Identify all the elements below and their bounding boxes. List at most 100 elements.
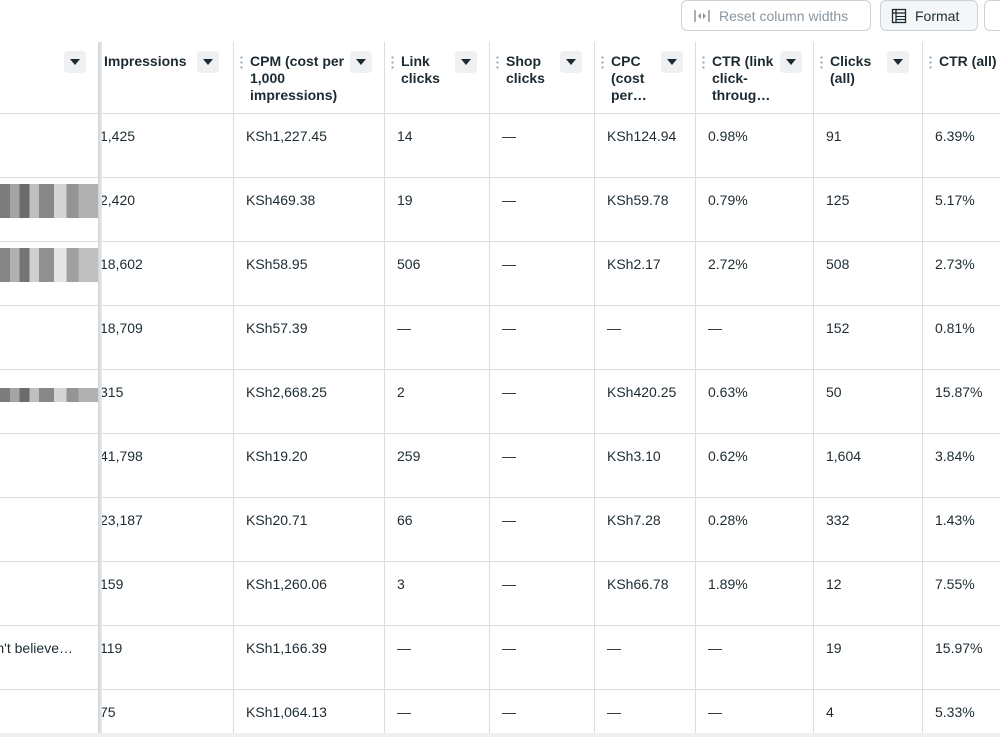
cell-ctr-all: 15.87% — [923, 370, 1000, 434]
column-header-ctr-link[interactable]: CTR (link click-throug… — [696, 42, 814, 114]
cell-link-clicks: 2 — [385, 370, 490, 434]
cell-clicks-all: 91 — [814, 114, 923, 178]
cell-clicks-all: 332 — [814, 498, 923, 562]
cell-impressions: 41,798 — [100, 434, 234, 498]
drag-handle-icon[interactable] — [702, 55, 705, 71]
cell-shop-clicks: — — [490, 178, 595, 242]
cell-clicks-all: 12 — [814, 562, 923, 626]
cell-ctr-all: 0.81% — [923, 306, 1000, 370]
column-header-ctr-all[interactable]: CTR (all) — [923, 42, 1000, 114]
cell-clicks-all: 125 — [814, 178, 923, 242]
column-header-clicks-all[interactable]: Clicks (all) — [814, 42, 923, 114]
cell-ctr-link: 0.62% — [696, 434, 814, 498]
drag-handle-icon[interactable] — [820, 55, 823, 71]
cell-ctr-all: 3.84% — [923, 434, 1000, 498]
column-menu-dropdown-icon[interactable] — [64, 51, 86, 73]
table-row-name-cell[interactable] — [0, 562, 100, 626]
cell-cpc: KSh66.78 — [595, 562, 696, 626]
column-header-cpc[interactable]: CPC (cost per… — [595, 42, 696, 114]
cell-cpc: KSh420.25 — [595, 370, 696, 434]
cell-ctr-link: 0.28% — [696, 498, 814, 562]
column-header-impressions[interactable]: Impressions — [100, 42, 234, 114]
cell-clicks-all: 152 — [814, 306, 923, 370]
drag-handle-icon[interactable] — [240, 55, 243, 71]
cell-impressions: 23,187 — [100, 498, 234, 562]
column-menu-dropdown-icon[interactable] — [455, 51, 477, 73]
column-header-cpm[interactable]: CPM (cost per 1,000 impressions) — [234, 42, 385, 114]
cell-shop-clicks: — — [490, 242, 595, 306]
column-header-label: Clicks (all) — [830, 53, 872, 86]
reset-column-widths-label: Reset column widths — [719, 7, 849, 24]
table-row-name-cell[interactable] — [0, 498, 100, 562]
cell-impressions: 1,425 — [100, 114, 234, 178]
cell-ctr-all: 5.33% — [923, 690, 1000, 737]
reset-column-widths-button[interactable]: Reset column widths — [681, 0, 871, 31]
cell-link-clicks: 14 — [385, 114, 490, 178]
cell-shop-clicks: — — [490, 690, 595, 737]
table-row-name-cell[interactable] — [0, 306, 100, 370]
table-row-name-cell[interactable] — [0, 434, 100, 498]
more-view-button[interactable] — [984, 0, 1000, 31]
cell-cpc: KSh124.94 — [595, 114, 696, 178]
column-header-link-clicks[interactable]: Link clicks — [385, 42, 490, 114]
ads-data-table: Impressions CPM (cost per 1,000 impressi… — [0, 42, 1000, 737]
table-row-name-cell[interactable] — [0, 114, 100, 178]
table-row-name-cell[interactable] — [0, 178, 100, 242]
cell-shop-clicks: — — [490, 562, 595, 626]
blurred-ad-name — [0, 388, 98, 402]
drag-handle-icon[interactable] — [929, 55, 932, 71]
cell-shop-clicks: — — [490, 114, 595, 178]
cell-shop-clicks: — — [490, 370, 595, 434]
column-header-label: Link clicks — [401, 53, 440, 86]
column-menu-dropdown-icon[interactable] — [887, 51, 909, 73]
drag-handle-icon[interactable] — [496, 55, 499, 71]
column-menu-dropdown-icon[interactable] — [560, 51, 582, 73]
cell-ctr-link: 0.98% — [696, 114, 814, 178]
cell-cpm: KSh19.20 — [234, 434, 385, 498]
cell-ctr-all: 15.97% — [923, 626, 1000, 690]
cell-cpm: KSh58.95 — [234, 242, 385, 306]
cell-link-clicks: 506 — [385, 242, 490, 306]
column-header-label: Impressions — [104, 53, 187, 69]
ad-name[interactable]: n't believe… — [0, 640, 73, 656]
cell-cpm: KSh1,064.13 — [234, 690, 385, 737]
cell-link-clicks: 3 — [385, 562, 490, 626]
table-row-name-cell[interactable]: n't believe… — [0, 626, 100, 690]
cell-cpc: KSh3.10 — [595, 434, 696, 498]
cell-cpm: KSh1,260.06 — [234, 562, 385, 626]
cell-clicks-all: 1,604 — [814, 434, 923, 498]
cell-link-clicks: — — [385, 626, 490, 690]
cell-impressions: 75 — [100, 690, 234, 737]
cell-cpc: KSh59.78 — [595, 178, 696, 242]
reset-columns-icon — [694, 9, 710, 22]
column-header-name[interactable] — [0, 42, 100, 114]
horizontal-scrollbar-track[interactable] — [0, 733, 1000, 737]
cell-impressions: 18,709 — [100, 306, 234, 370]
table-row-name-cell[interactable] — [0, 242, 100, 306]
column-menu-dropdown-icon[interactable] — [780, 51, 802, 73]
cell-clicks-all: 50 — [814, 370, 923, 434]
cell-link-clicks: 66 — [385, 498, 490, 562]
cell-ctr-all: 1.43% — [923, 498, 1000, 562]
column-menu-dropdown-icon[interactable] — [197, 51, 219, 73]
cell-cpc: — — [595, 690, 696, 737]
cell-cpm: KSh1,166.39 — [234, 626, 385, 690]
column-menu-dropdown-icon[interactable] — [661, 51, 683, 73]
cell-ctr-link: — — [696, 690, 814, 737]
cell-clicks-all: 508 — [814, 242, 923, 306]
cell-ctr-link: 2.72% — [696, 242, 814, 306]
table-toolbar: Reset column widths Format — [0, 0, 1000, 42]
column-header-label: CPM (cost per 1,000 impressions) — [250, 53, 345, 103]
drag-handle-icon[interactable] — [391, 55, 394, 71]
format-button[interactable]: Format — [880, 0, 978, 31]
cell-clicks-all: 4 — [814, 690, 923, 737]
cell-shop-clicks: — — [490, 626, 595, 690]
column-menu-dropdown-icon[interactable] — [350, 51, 372, 73]
table-row-name-cell[interactable] — [0, 370, 100, 434]
frozen-column-divider[interactable] — [98, 42, 102, 737]
cell-cpm: KSh57.39 — [234, 306, 385, 370]
cell-link-clicks: — — [385, 306, 490, 370]
drag-handle-icon[interactable] — [601, 55, 604, 71]
table-row-name-cell[interactable] — [0, 690, 100, 737]
column-header-shop-clicks[interactable]: Shop clicks — [490, 42, 595, 114]
